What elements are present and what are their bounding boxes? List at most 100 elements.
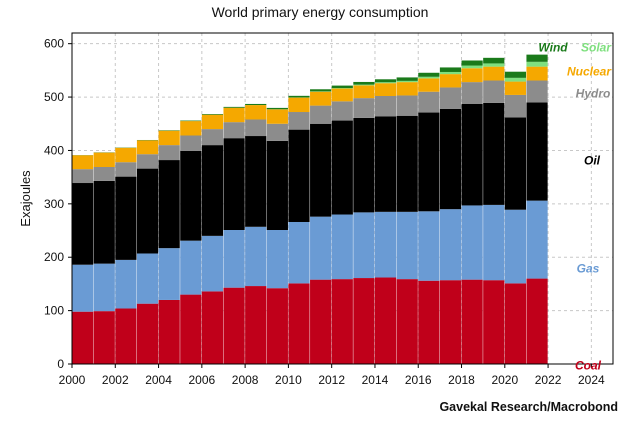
bar-hydro [180, 135, 202, 151]
y-tick-label: 100 [44, 304, 64, 318]
bar-coal [72, 311, 94, 364]
bar-hydro [310, 105, 332, 124]
chart-title: World primary energy consumption [211, 4, 429, 20]
x-tick-label: 2018 [448, 373, 475, 387]
bar-wind [201, 114, 224, 115]
bar-oil [483, 102, 505, 205]
bar-oil [396, 115, 418, 212]
bar-wind [461, 60, 483, 66]
bar-wind [310, 89, 332, 92]
bar-gas [158, 248, 180, 300]
x-tick-label: 2000 [59, 373, 86, 387]
bar-oil [526, 102, 548, 201]
bar-coal [245, 286, 267, 364]
bar-oil [439, 108, 462, 210]
bar-solar [526, 61, 548, 67]
bar-hydro [439, 87, 462, 109]
bar-nuclear [526, 66, 548, 81]
bar-gas [180, 240, 202, 295]
bar-oil [374, 116, 397, 212]
bar-coal [180, 294, 202, 364]
y-tick-label: 500 [44, 90, 64, 104]
bar-gas [115, 259, 137, 309]
bar-hydro [245, 119, 267, 137]
bar-gas [374, 211, 397, 278]
bar-coal [115, 308, 137, 364]
bar-gas [504, 209, 527, 284]
bar-nuclear [504, 81, 527, 95]
bar-hydro [504, 94, 527, 118]
bar-solar [374, 82, 397, 84]
bar-wind [331, 85, 353, 88]
bar-oil [245, 136, 267, 227]
bar-hydro [158, 145, 180, 161]
bar-gas [310, 216, 332, 280]
bar-nuclear [72, 155, 94, 170]
bar-gas [72, 264, 94, 312]
bar-solar [331, 87, 353, 89]
bar-wind [288, 95, 310, 98]
bar-oil [223, 138, 245, 230]
bar-gas [526, 200, 548, 279]
bar-hydro [201, 129, 224, 146]
bar-oil [288, 129, 310, 222]
bar-oil [504, 117, 527, 210]
x-tick-label: 2006 [188, 373, 215, 387]
bar-solar [418, 76, 440, 79]
bar-coal [374, 277, 397, 364]
bar-gas [93, 263, 115, 312]
bar-hydro [526, 80, 548, 103]
bar-coal [439, 280, 462, 364]
bar-wind [439, 67, 462, 72]
bar-nuclear [245, 105, 267, 120]
bar-gas [266, 229, 288, 289]
x-tick-label: 2010 [275, 373, 302, 387]
bar-gas [331, 214, 353, 280]
bar-wind [396, 77, 418, 81]
bar-hydro [331, 101, 353, 121]
bar-oil [353, 117, 375, 213]
bar-coal [93, 311, 115, 364]
bar-oil [310, 123, 332, 217]
bar-coal [461, 279, 483, 364]
x-tick-label: 2008 [232, 373, 259, 387]
bar-nuclear [439, 74, 462, 88]
bar-gas [483, 204, 505, 281]
bar-coal [266, 288, 288, 364]
bar-coal [396, 279, 418, 364]
bar-wind [223, 106, 245, 108]
bar-solar [353, 84, 375, 86]
bar-nuclear [115, 147, 137, 163]
bar-wind [526, 54, 548, 62]
bar-hydro [266, 123, 288, 141]
bar-gas [418, 211, 440, 281]
bar-coal [310, 279, 332, 364]
bar-gas [201, 235, 224, 292]
bar-oil [93, 180, 115, 264]
bar-solar [396, 80, 418, 83]
series-label-coal: Coal [575, 358, 602, 372]
plot-frame [71, 32, 614, 365]
bar-nuclear [266, 109, 288, 124]
bar-oil [266, 140, 288, 230]
bar-hydro [396, 95, 418, 116]
bar-hydro [374, 95, 397, 117]
bar-coal [483, 280, 505, 364]
bar-hydro [418, 91, 440, 113]
bar-oil [158, 160, 180, 249]
bar-oil [418, 112, 440, 212]
series-label-solar: Solar [581, 41, 612, 55]
bar-gas [396, 211, 418, 280]
y-tick-label: 0 [57, 357, 64, 371]
x-tick-label: 2002 [102, 373, 129, 387]
bar-oil [461, 104, 483, 206]
bar-hydro [93, 167, 115, 181]
bar-nuclear [310, 91, 332, 106]
bar-nuclear [288, 97, 310, 113]
bar-wind [504, 71, 527, 78]
series-label-oil: Oil [584, 154, 601, 168]
series-label-wind: Wind [538, 41, 568, 55]
bar-hydro [353, 98, 375, 118]
bar-oil [72, 183, 94, 265]
